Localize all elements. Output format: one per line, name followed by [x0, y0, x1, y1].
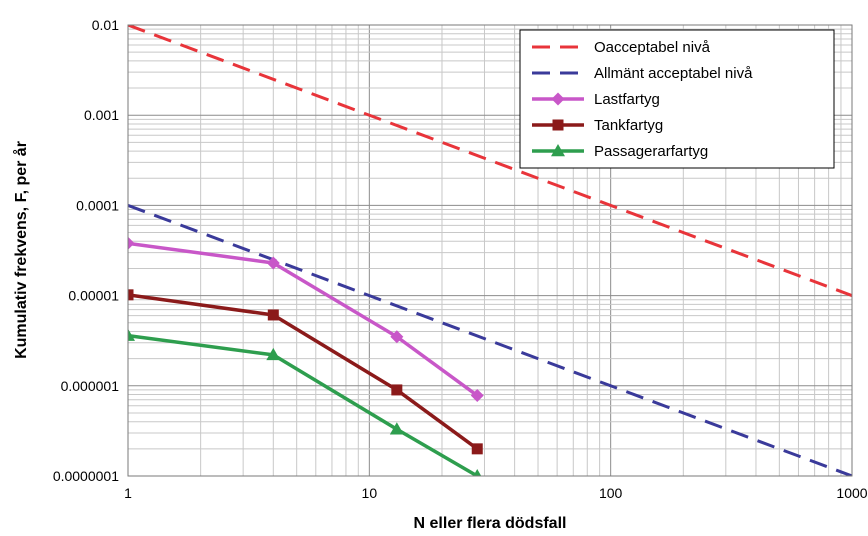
legend-marker: [552, 119, 564, 131]
legend-label: Tankfartyg: [594, 117, 663, 134]
legend-label: Oacceptabel nivå: [594, 39, 711, 56]
y-tick-label: 0.000001: [61, 378, 120, 394]
data-point: [391, 384, 403, 396]
legend: Oacceptabel nivå Allmänt acceptabel nivå L…: [519, 29, 835, 169]
legend-item: Oacceptabel nivå: [532, 39, 711, 56]
legend-item: Tankfartyg: [532, 117, 663, 134]
legend-marker: [551, 92, 565, 106]
y-tick-label: 0.0001: [76, 197, 119, 213]
y-tick-label: 0.0000001: [53, 468, 119, 484]
series-layer: [128, 25, 852, 476]
x-tick-label: 10: [362, 485, 378, 501]
y-tick-label: 0.01: [92, 17, 119, 33]
series-line: [128, 241, 479, 397]
legend-label: Passagerarfartyg: [594, 143, 708, 160]
data-point: [266, 256, 280, 270]
data-point: [389, 422, 404, 435]
y-tick-label: 0.00001: [68, 288, 119, 304]
series-allm-nt-acceptabel-niv-: [128, 203, 852, 476]
grid: [127, 25, 852, 477]
data-point: [128, 236, 135, 250]
data-point: [267, 309, 279, 321]
x-tick-label: 1000: [836, 485, 867, 501]
legend-label: Allmänt acceptabel nivå: [594, 65, 753, 82]
y-tick-labels: 0.01 0.001 0.0001 0.00001 0.000001 0.0000001: [53, 17, 119, 484]
series-line: [128, 333, 479, 476]
x-tick-labels: 1 10 100 1000: [124, 485, 868, 501]
x-axis-title: N eller flera dödsfall: [414, 515, 567, 532]
legend-item: Passagerarfartyg: [532, 143, 708, 160]
series-line: [128, 293, 479, 451]
y-tick-label: 0.001: [84, 107, 119, 123]
series-line: [128, 25, 852, 298]
series-passagerarfartyg: [128, 328, 482, 476]
data-point: [128, 328, 135, 341]
legend-item: Allmänt acceptabel nivå: [532, 65, 753, 82]
data-point: [390, 330, 404, 344]
x-tick-label: 100: [599, 485, 623, 501]
data-point: [266, 347, 281, 361]
data-point: [473, 469, 482, 476]
series-oacceptabel-niv-: [128, 25, 852, 298]
series-tankfartyg: [128, 289, 483, 455]
y-axis-title: Kumulativ frekvens, F, per år: [12, 141, 30, 359]
legend-marker: [551, 144, 565, 157]
plot-frame: [127, 24, 853, 477]
data-point: [471, 443, 483, 455]
data-point: [128, 289, 134, 301]
series-line: [128, 203, 852, 476]
data-point: [470, 389, 484, 403]
legend-item: Lastfartyg: [532, 91, 660, 108]
x-tick-label: 1: [124, 485, 132, 501]
legend-label: Lastfartyg: [594, 91, 660, 108]
series-lastfartyg: [128, 236, 484, 403]
